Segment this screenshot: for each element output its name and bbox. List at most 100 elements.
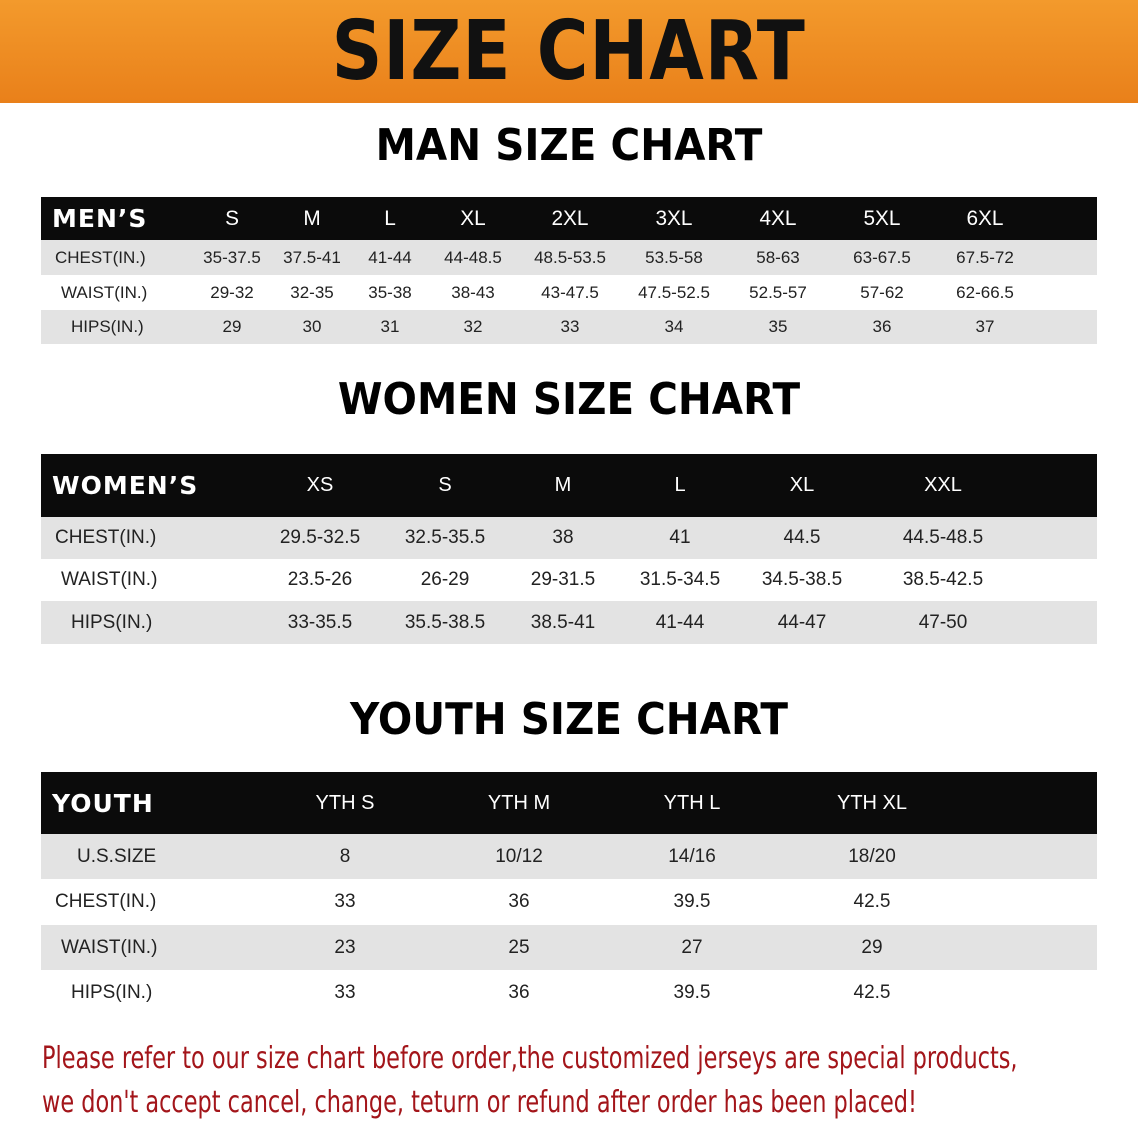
size-header: M <box>303 206 321 230</box>
table-row: WAIST(IN.) 23 25 27 29 <box>41 925 1097 970</box>
size-header: 5XL <box>863 206 901 230</box>
size-value: 10/12 <box>495 845 543 867</box>
size-value: 42.5 <box>853 891 891 912</box>
size-value: 38.5-41 <box>530 611 596 633</box>
size-value: 62-66.5 <box>956 282 1014 302</box>
size-value: 58-63 <box>756 247 800 267</box>
size-header: XXL <box>924 474 962 496</box>
size-value: 42.5 <box>853 981 891 1003</box>
size-header: S <box>438 474 452 496</box>
banner-title: SIZE CHART <box>331 4 807 99</box>
notice-line-1: Please refer to our size chart before or… <box>42 1041 1018 1076</box>
row-label: CHEST(IN.) <box>55 891 157 912</box>
size-header: L <box>384 206 396 230</box>
size-value: 34 <box>664 317 684 336</box>
size-value: 18/20 <box>848 845 896 867</box>
table-row: HIPS(IN.) 29 30 31 32 33 34 35 36 37 <box>41 310 1097 344</box>
row-label: WAIST(IN.) <box>61 569 158 590</box>
row-label: CHEST(IN.) <box>55 527 157 548</box>
size-value: 36 <box>508 981 530 1003</box>
order-notice: Please refer to our size chart before or… <box>42 1037 1121 1125</box>
men-section-title: MAN SIZE CHART <box>375 120 763 171</box>
size-value: 30 <box>302 317 322 336</box>
row-label: HIPS(IN.) <box>71 611 153 633</box>
size-header: 4XL <box>759 206 797 230</box>
size-value: 41-44 <box>655 611 705 633</box>
size-value: 35-38 <box>368 282 412 302</box>
size-value: 38 <box>552 527 574 548</box>
table-row: U.S.SIZE 8 10/12 14/16 18/20 <box>41 834 1097 879</box>
size-value: 29 <box>861 936 883 958</box>
size-header: 3XL <box>655 206 693 230</box>
table-row: CHEST(IN.) 35-37.5 37.5-41 41-44 44-48.5 48.5… <box>41 240 1097 275</box>
table-row: CHEST(IN.) 29.5-32.5 32.5-35.5 38 41 44.5 44.5… <box>41 517 1097 559</box>
size-value: 47.5-52.5 <box>638 282 710 302</box>
size-value: 32.5-35.5 <box>404 527 486 548</box>
size-chart-banner: SIZE CHART <box>0 0 1138 103</box>
size-value: 37 <box>975 317 995 336</box>
table-row: WAIST(IN.) 23.5-26 26-29 29-31.5 31.5-34.5 34… <box>41 559 1097 601</box>
size-header: XL <box>789 474 815 496</box>
men-header-row: MEN’S S M L XL 2XL 3XL 4XL 5XL 6XL <box>41 197 1097 240</box>
header-label: MEN’S <box>52 204 148 233</box>
row-label: WAIST(IN.) <box>61 282 148 302</box>
size-value: 26-29 <box>420 569 470 590</box>
header-label: WOMEN’S <box>52 471 199 500</box>
size-value: 37.5-41 <box>283 247 341 267</box>
size-value: 29-32 <box>210 282 254 302</box>
size-value: 23.5-26 <box>287 569 353 590</box>
size-header: YTH L <box>663 791 721 814</box>
notice-line-2: we don't accept cancel, change, teturn o… <box>42 1085 918 1120</box>
size-value: 44-47 <box>777 611 827 633</box>
size-header: YTH M <box>487 791 551 814</box>
size-value: 41 <box>669 527 691 548</box>
youth-header-row: YOUTH YTH S YTH M YTH L YTH XL <box>41 772 1097 834</box>
size-value: 33 <box>334 981 356 1003</box>
size-header: L <box>674 474 686 496</box>
size-value: 32-35 <box>290 282 334 302</box>
size-value: 31 <box>380 317 400 336</box>
size-value: 48.5-53.5 <box>534 247 606 267</box>
size-header: M <box>554 474 572 496</box>
size-value: 44-48.5 <box>444 247 502 267</box>
size-value: 44.5 <box>783 527 821 548</box>
women-section-title: WOMEN SIZE CHART <box>337 374 801 425</box>
size-header: YTH XL <box>836 791 908 814</box>
size-value: 53.5-58 <box>645 247 703 267</box>
size-value: 25 <box>508 936 530 958</box>
size-value: 33 <box>334 891 356 912</box>
size-value: 23 <box>334 936 356 958</box>
size-value: 33 <box>560 317 580 336</box>
size-value: 36 <box>508 891 530 912</box>
size-value: 57-62 <box>860 282 904 302</box>
size-value: 39.5 <box>673 981 711 1003</box>
size-value: 44.5-48.5 <box>902 527 984 548</box>
size-value: 8 <box>339 845 351 867</box>
size-value: 38-43 <box>451 282 495 302</box>
table-row: WAIST(IN.) 29-32 32-35 35-38 38-43 43-47.5 47.… <box>41 275 1097 310</box>
size-value: 31.5-34.5 <box>639 569 721 590</box>
size-header: 6XL <box>966 206 1004 230</box>
size-value: 29.5-32.5 <box>279 527 361 548</box>
table-row: HIPS(IN.) 33-35.5 35.5-38.5 38.5-41 41-44 44-… <box>41 601 1097 644</box>
size-header: XL <box>460 206 486 230</box>
size-value: 36 <box>872 317 892 336</box>
size-value: 67.5-72 <box>956 247 1014 267</box>
row-label: HIPS(IN.) <box>71 317 144 336</box>
row-label: CHEST(IN.) <box>55 247 146 267</box>
row-label: U.S.SIZE <box>77 845 157 867</box>
size-value: 34.5-38.5 <box>761 569 843 590</box>
header-label: YOUTH <box>52 788 154 818</box>
size-value: 32 <box>463 317 483 336</box>
women-header-row: WOMEN’S XS S M L XL XXL <box>41 454 1097 517</box>
row-label: WAIST(IN.) <box>61 936 158 958</box>
size-value: 29 <box>222 317 242 336</box>
size-value: 14/16 <box>668 845 716 867</box>
size-header: S <box>225 206 239 230</box>
size-value: 52.5-57 <box>749 282 807 302</box>
size-value: 35 <box>768 317 788 336</box>
size-value: 63-67.5 <box>853 247 911 267</box>
size-header: XS <box>306 474 334 496</box>
table-row: CHEST(IN.) 33 36 39.5 42.5 <box>41 879 1097 925</box>
size-value: 35-37.5 <box>203 247 261 267</box>
